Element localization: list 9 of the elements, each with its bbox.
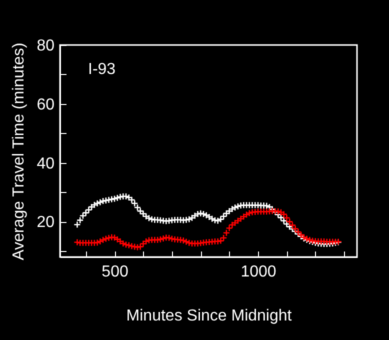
x-axis-title: Minutes Since Midnight [126, 308, 292, 324]
y-tick-label: 80 [36, 38, 55, 54]
y-axis-title: Average Travel Time (minutes) [10, 42, 28, 260]
y-tick-label: 60 [36, 96, 55, 114]
y-tick-label: 40 [36, 155, 55, 172]
y-tick-label: 20 [36, 214, 55, 232]
x-tick-label: 500 [102, 264, 128, 280]
annotation: I-93 [88, 61, 116, 78]
x-tick-label: 1000 [240, 264, 276, 280]
